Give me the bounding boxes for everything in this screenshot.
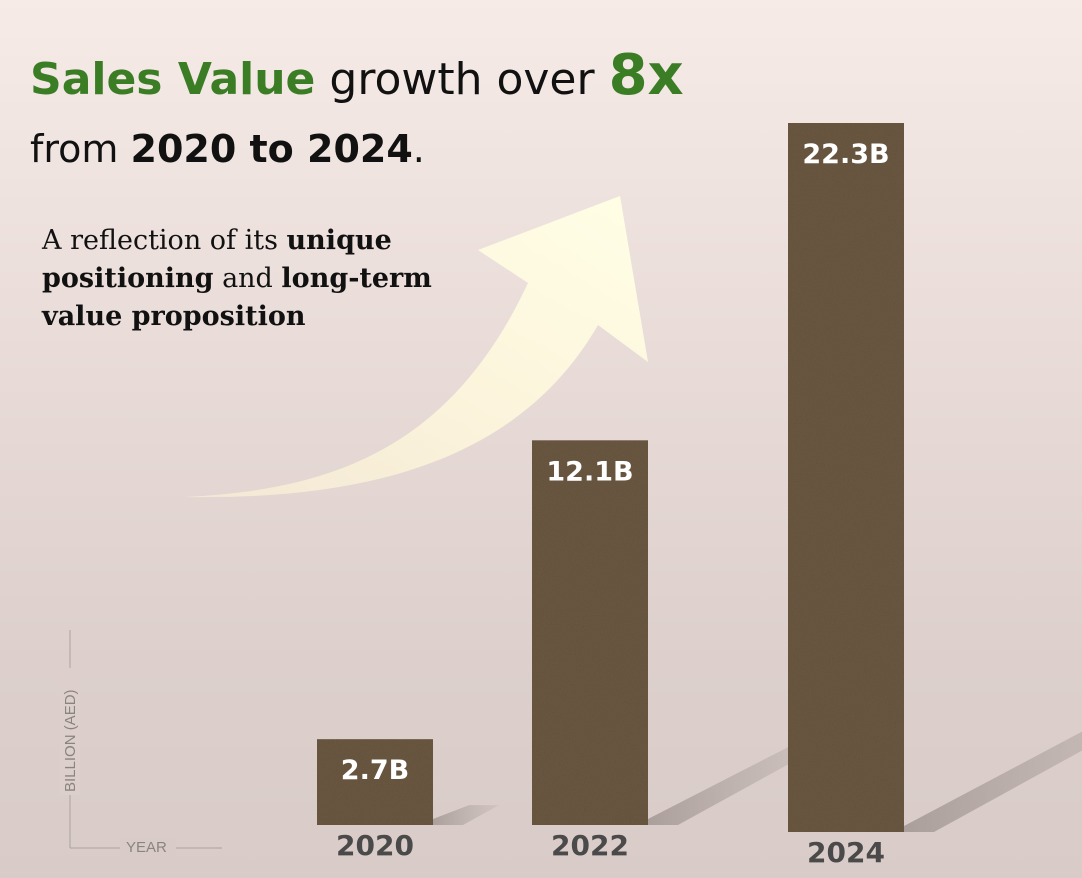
- subtext-and: and: [213, 263, 282, 294]
- bar-2022: [532, 440, 648, 825]
- headline: Sales Value growth over 8x from 2020 to 2…: [30, 42, 684, 183]
- headline-sales-value: Sales Value: [30, 54, 316, 105]
- subtext-long-term-value: long-term value proposition: [42, 263, 432, 332]
- headline-line2: from 2020 to 2024.: [30, 127, 425, 171]
- subtext: A reflection of its unique positioning a…: [42, 222, 512, 336]
- headline-multiplier: 8x: [608, 43, 684, 108]
- x-axis-label: YEAR: [126, 839, 167, 856]
- tick-label-2022: 2022: [551, 829, 629, 862]
- growth-arrow-icon: [185, 196, 648, 498]
- subtext-part1: A reflection of its: [42, 225, 287, 256]
- headline-years: 2020 to 2024: [130, 127, 413, 171]
- data-label-2022: 12.1B: [546, 456, 633, 487]
- headline-from: from: [30, 127, 131, 171]
- data-label-2020: 2.7B: [341, 755, 409, 786]
- subtext-unique-positioning: unique positioning: [42, 225, 392, 294]
- headline-period: .: [412, 127, 425, 171]
- axis-decoration: BILLION (AED) YEAR: [60, 630, 222, 856]
- bar-2020: [317, 739, 433, 825]
- y-axis-label: BILLION (AED): [62, 689, 79, 792]
- tick-label-2020: 2020: [336, 829, 414, 862]
- bar-shadow-2024: [904, 731, 1082, 832]
- headline-growth-text: growth over: [315, 54, 609, 105]
- data-label-2024: 22.3B: [802, 139, 889, 170]
- bar-2024: [788, 123, 904, 832]
- tick-label-2024: 2024: [807, 836, 885, 869]
- bar-shadow-2020: [433, 805, 500, 825]
